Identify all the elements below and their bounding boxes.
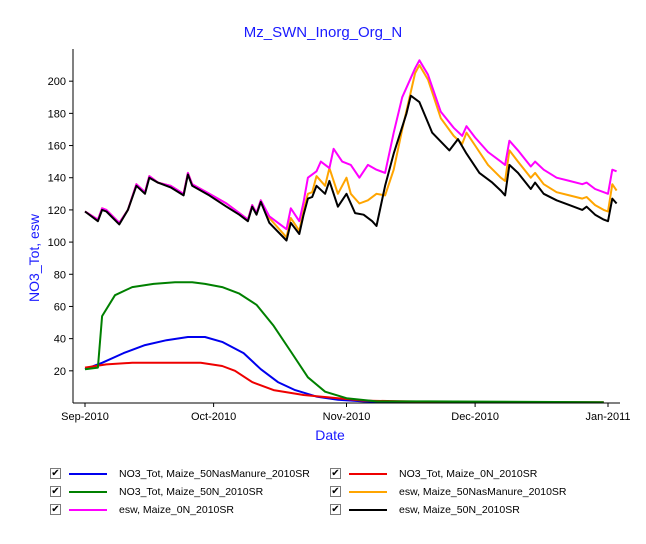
legend-label: NO3_Tot, Maize_50N_2010SR xyxy=(119,485,264,498)
series-line-0 xyxy=(84,336,604,404)
legend-item[interactable]: ✔ esw, Maize_0N_2010SR xyxy=(50,501,234,518)
legend-swatch xyxy=(349,508,387,511)
legend-swatch xyxy=(349,490,387,493)
y-tick-label: 40 xyxy=(54,334,66,346)
legend-swatch xyxy=(69,490,107,493)
series-line-4 xyxy=(84,59,617,231)
y-ticks: 20 40 60 80 100 120 140 160 180 200 xyxy=(48,76,73,378)
y-tick-label: 100 xyxy=(48,237,66,249)
legend-checkbox[interactable]: ✔ xyxy=(330,485,341,497)
series-line-2 xyxy=(84,281,604,404)
x-tick-label: Nov-2010 xyxy=(323,411,371,423)
legend-item[interactable]: ✔ NO3_Tot, Maize_0N_2010SR xyxy=(330,465,537,482)
legend-label: esw, Maize_0N_2010SR xyxy=(119,503,234,516)
y-tick-label: 80 xyxy=(54,269,66,281)
legend-checkbox[interactable]: ✔ xyxy=(330,467,341,479)
legend-label: NO3_Tot, Maize_0N_2010SR xyxy=(399,467,538,480)
legend-checkbox[interactable]: ✔ xyxy=(50,503,61,515)
series-layer xyxy=(84,59,618,404)
legend-item[interactable]: ✔ esw, Maize_50N_2010SR xyxy=(330,501,520,518)
series-line-1 xyxy=(84,361,604,404)
legend-label: NO3_Tot, Maize_50NasManure_2010SR xyxy=(119,467,310,480)
legend-item[interactable]: ✔ NO3_Tot, Maize_50NasManure_2010SR xyxy=(50,465,310,482)
x-ticks: Sep-2010 Oct-2010 Nov-2010 Dec-2010 Jan-2011 xyxy=(61,403,631,423)
y-tick-label: 20 xyxy=(54,366,66,378)
y-tick-label: 120 xyxy=(48,205,66,217)
legend-item[interactable]: ✔ esw, Maize_50NasManure_2010SR xyxy=(330,483,567,500)
legend-checkbox[interactable]: ✔ xyxy=(50,467,61,479)
x-tick-label: Jan-2011 xyxy=(585,411,630,423)
x-tick-label: Sep-2010 xyxy=(61,411,109,423)
x-tick-label: Oct-2010 xyxy=(191,411,236,423)
y-axis-label: NO3_Tot, esw xyxy=(26,214,42,302)
y-tick-label: 180 xyxy=(48,108,66,120)
legend-swatch xyxy=(69,508,107,511)
y-tick-label: 140 xyxy=(48,173,66,185)
y-tick-label: 60 xyxy=(54,301,66,313)
legend-checkbox[interactable]: ✔ xyxy=(330,503,341,515)
legend-checkbox[interactable]: ✔ xyxy=(50,485,61,497)
x-axis-label: Date xyxy=(315,427,345,443)
chart-title: Mz_SWN_Inorg_Org_N xyxy=(243,24,403,41)
legend-label: esw, Maize_50NasManure_2010SR xyxy=(399,485,567,498)
legend-label: esw, Maize_50N_2010SR xyxy=(399,503,520,516)
legend-swatch xyxy=(349,472,387,475)
legend-item[interactable]: ✔ NO3_Tot, Maize_50N_2010SR xyxy=(50,483,263,500)
legend-swatch xyxy=(69,472,107,475)
series-line-3 xyxy=(84,64,618,239)
y-tick-label: 160 xyxy=(48,141,66,153)
x-tick-label: Dec-2010 xyxy=(451,411,499,423)
series-line-5 xyxy=(84,94,618,242)
y-tick-label: 200 xyxy=(48,76,66,88)
